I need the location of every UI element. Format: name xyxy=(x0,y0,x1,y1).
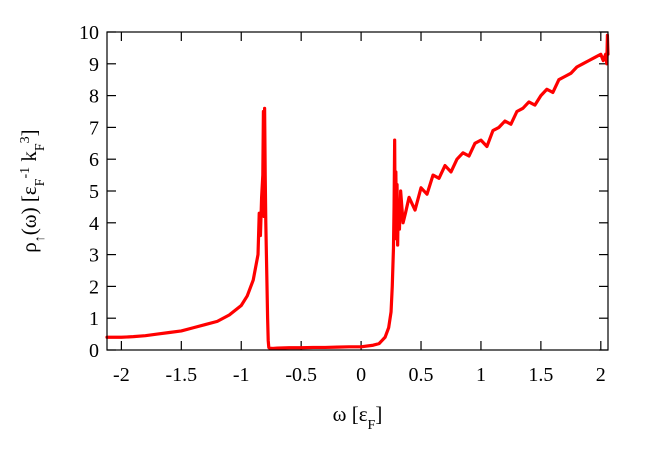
y-tick-label: 4 xyxy=(89,213,99,235)
y-tick-label: 10 xyxy=(79,22,99,44)
x-tick-label: 0.5 xyxy=(409,364,434,386)
x-tick-label: 1.5 xyxy=(528,364,553,386)
tick-labels: -2 -1.5 -1 -0.5 0 0.5 1 1.5 2 0 1 2 3 4 5 6 7 8 9 10 xyxy=(79,22,606,386)
y-tick-label: 1 xyxy=(89,308,99,330)
x-tick-label: -0.5 xyxy=(285,364,317,386)
plot-frame xyxy=(106,31,609,351)
x-tick-label: 0 xyxy=(356,364,366,386)
x-tick-label: -1 xyxy=(233,364,250,386)
x-tick-label: 2 xyxy=(596,364,606,386)
y-tick-label: 9 xyxy=(89,54,99,76)
x-tick-label: -1.5 xyxy=(165,364,197,386)
x-axis-label: ω [εF] xyxy=(333,402,383,433)
y-tick-label: 6 xyxy=(89,149,99,171)
series-line-0 xyxy=(105,33,610,351)
y-axis-label: ρ↑(ω) [εF-1 kF3] xyxy=(17,129,48,252)
y-tick-label: 8 xyxy=(89,86,99,108)
y-tick-label: 0 xyxy=(89,340,99,362)
y-tick-label: 5 xyxy=(89,181,99,203)
x-tick-label: 1 xyxy=(476,364,486,386)
ticks xyxy=(107,31,608,351)
x-tick-label: -2 xyxy=(113,364,130,386)
y-tick-label: 7 xyxy=(89,117,99,139)
y-tick-label: 2 xyxy=(89,276,99,298)
y-tick-label: 3 xyxy=(89,245,99,267)
series-layer xyxy=(105,33,610,351)
